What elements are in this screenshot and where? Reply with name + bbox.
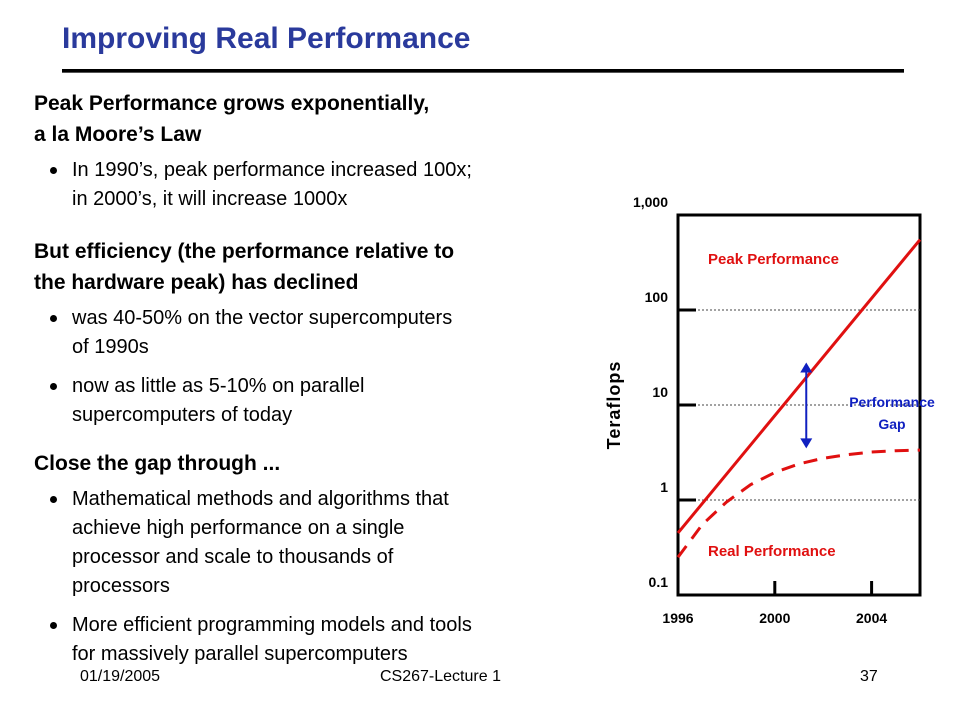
- y-tick-label: 1,000: [633, 195, 668, 210]
- section-heading-efficiency: But efficiency (the performance relative…: [34, 236, 594, 298]
- gap-arrow-up-icon: [800, 362, 813, 373]
- bullet-list-efficiency: was 40-50% on the vector supercomputers …: [50, 304, 590, 440]
- bullet-line: processor and scale to thousands of: [72, 546, 394, 568]
- x-tick-label: 2004: [856, 610, 887, 626]
- x-tick-label: 2000: [759, 610, 790, 626]
- bullet-line: now as little as 5-10% on parallel: [72, 375, 365, 397]
- bullet-item: More efficient programming models and to…: [50, 611, 590, 669]
- heading-line: Close the gap through ...: [34, 452, 281, 475]
- gap-arrow-down-icon: [800, 438, 813, 449]
- bullet-line: was 40-50% on the vector supercomputers: [72, 307, 453, 329]
- bullet-dot-icon: [50, 383, 57, 390]
- section-heading-close-gap: Close the gap through ...: [34, 448, 594, 479]
- y-tick-label: 100: [645, 289, 669, 305]
- y-tick-label: 0.1: [649, 574, 669, 590]
- bullet-line: More efficient programming models and to…: [72, 614, 472, 636]
- heading-line: a la Moore’s Law: [34, 123, 202, 146]
- section-heading-peak: Peak Performance grows exponentially, a …: [34, 88, 594, 150]
- bullet-dot-icon: [50, 315, 57, 322]
- bullet-line: Mathematical methods and algorithms that: [72, 488, 449, 510]
- y-axis-label: Teraflops: [604, 361, 624, 450]
- bullet-line: of 1990s: [72, 336, 149, 358]
- y-tick-label: 1: [660, 479, 668, 495]
- real-performance-line: [676, 448, 921, 559]
- bullet-line: supercomputers of today: [72, 404, 293, 426]
- heading-line: But efficiency (the performance relative…: [34, 240, 455, 263]
- performance-gap-chart: 0.1 1 10 100 1,000 1996 2000 2004 Teraflops Peak …: [604, 195, 935, 626]
- footer-course: CS267-Lecture 1: [380, 668, 501, 685]
- heading-line: the hardware peak) has declined: [34, 271, 359, 294]
- x-tick-label: 1996: [662, 610, 693, 626]
- bullet-line: achieve high performance on a single: [72, 517, 405, 539]
- series-label-peak: Peak Performance: [708, 251, 839, 268]
- bullet-list-close-gap: Mathematical methods and algorithms that…: [50, 485, 590, 679]
- footer-page-number: 37: [860, 668, 878, 685]
- gap-annotation-label: Gap: [878, 416, 905, 432]
- bullet-line: for massively parallel supercomputers: [72, 643, 408, 665]
- bullet-line: in 2000’s, it will increase 1000x: [72, 188, 348, 210]
- footer-date: 01/19/2005: [80, 668, 161, 685]
- heading-line: Peak Performance grows exponentially,: [34, 92, 430, 115]
- bullet-item: was 40-50% on the vector supercomputers …: [50, 304, 590, 362]
- bullet-dot-icon: [50, 167, 57, 174]
- title-divider: [62, 69, 904, 73]
- bullet-item: In 1990’s, peak performance increased 10…: [50, 156, 590, 214]
- bullet-dot-icon: [50, 496, 57, 503]
- bullet-line: processors: [72, 575, 170, 597]
- bullet-item: Mathematical methods and algorithms that…: [50, 485, 590, 601]
- y-tick-label: 10: [652, 384, 668, 400]
- bullet-line: In 1990’s, peak performance increased 10…: [72, 159, 472, 181]
- peak-performance-line: [676, 238, 922, 534]
- bullet-dot-icon: [50, 622, 57, 629]
- bullet-item: now as little as 5-10% on parallel super…: [50, 372, 590, 430]
- slide-title: Improving Real Performance: [62, 22, 471, 55]
- gap-annotation-label: Performance: [849, 394, 935, 410]
- bullet-list-peak: In 1990’s, peak performance increased 10…: [50, 156, 590, 224]
- series-label-real: Real Performance: [708, 543, 836, 560]
